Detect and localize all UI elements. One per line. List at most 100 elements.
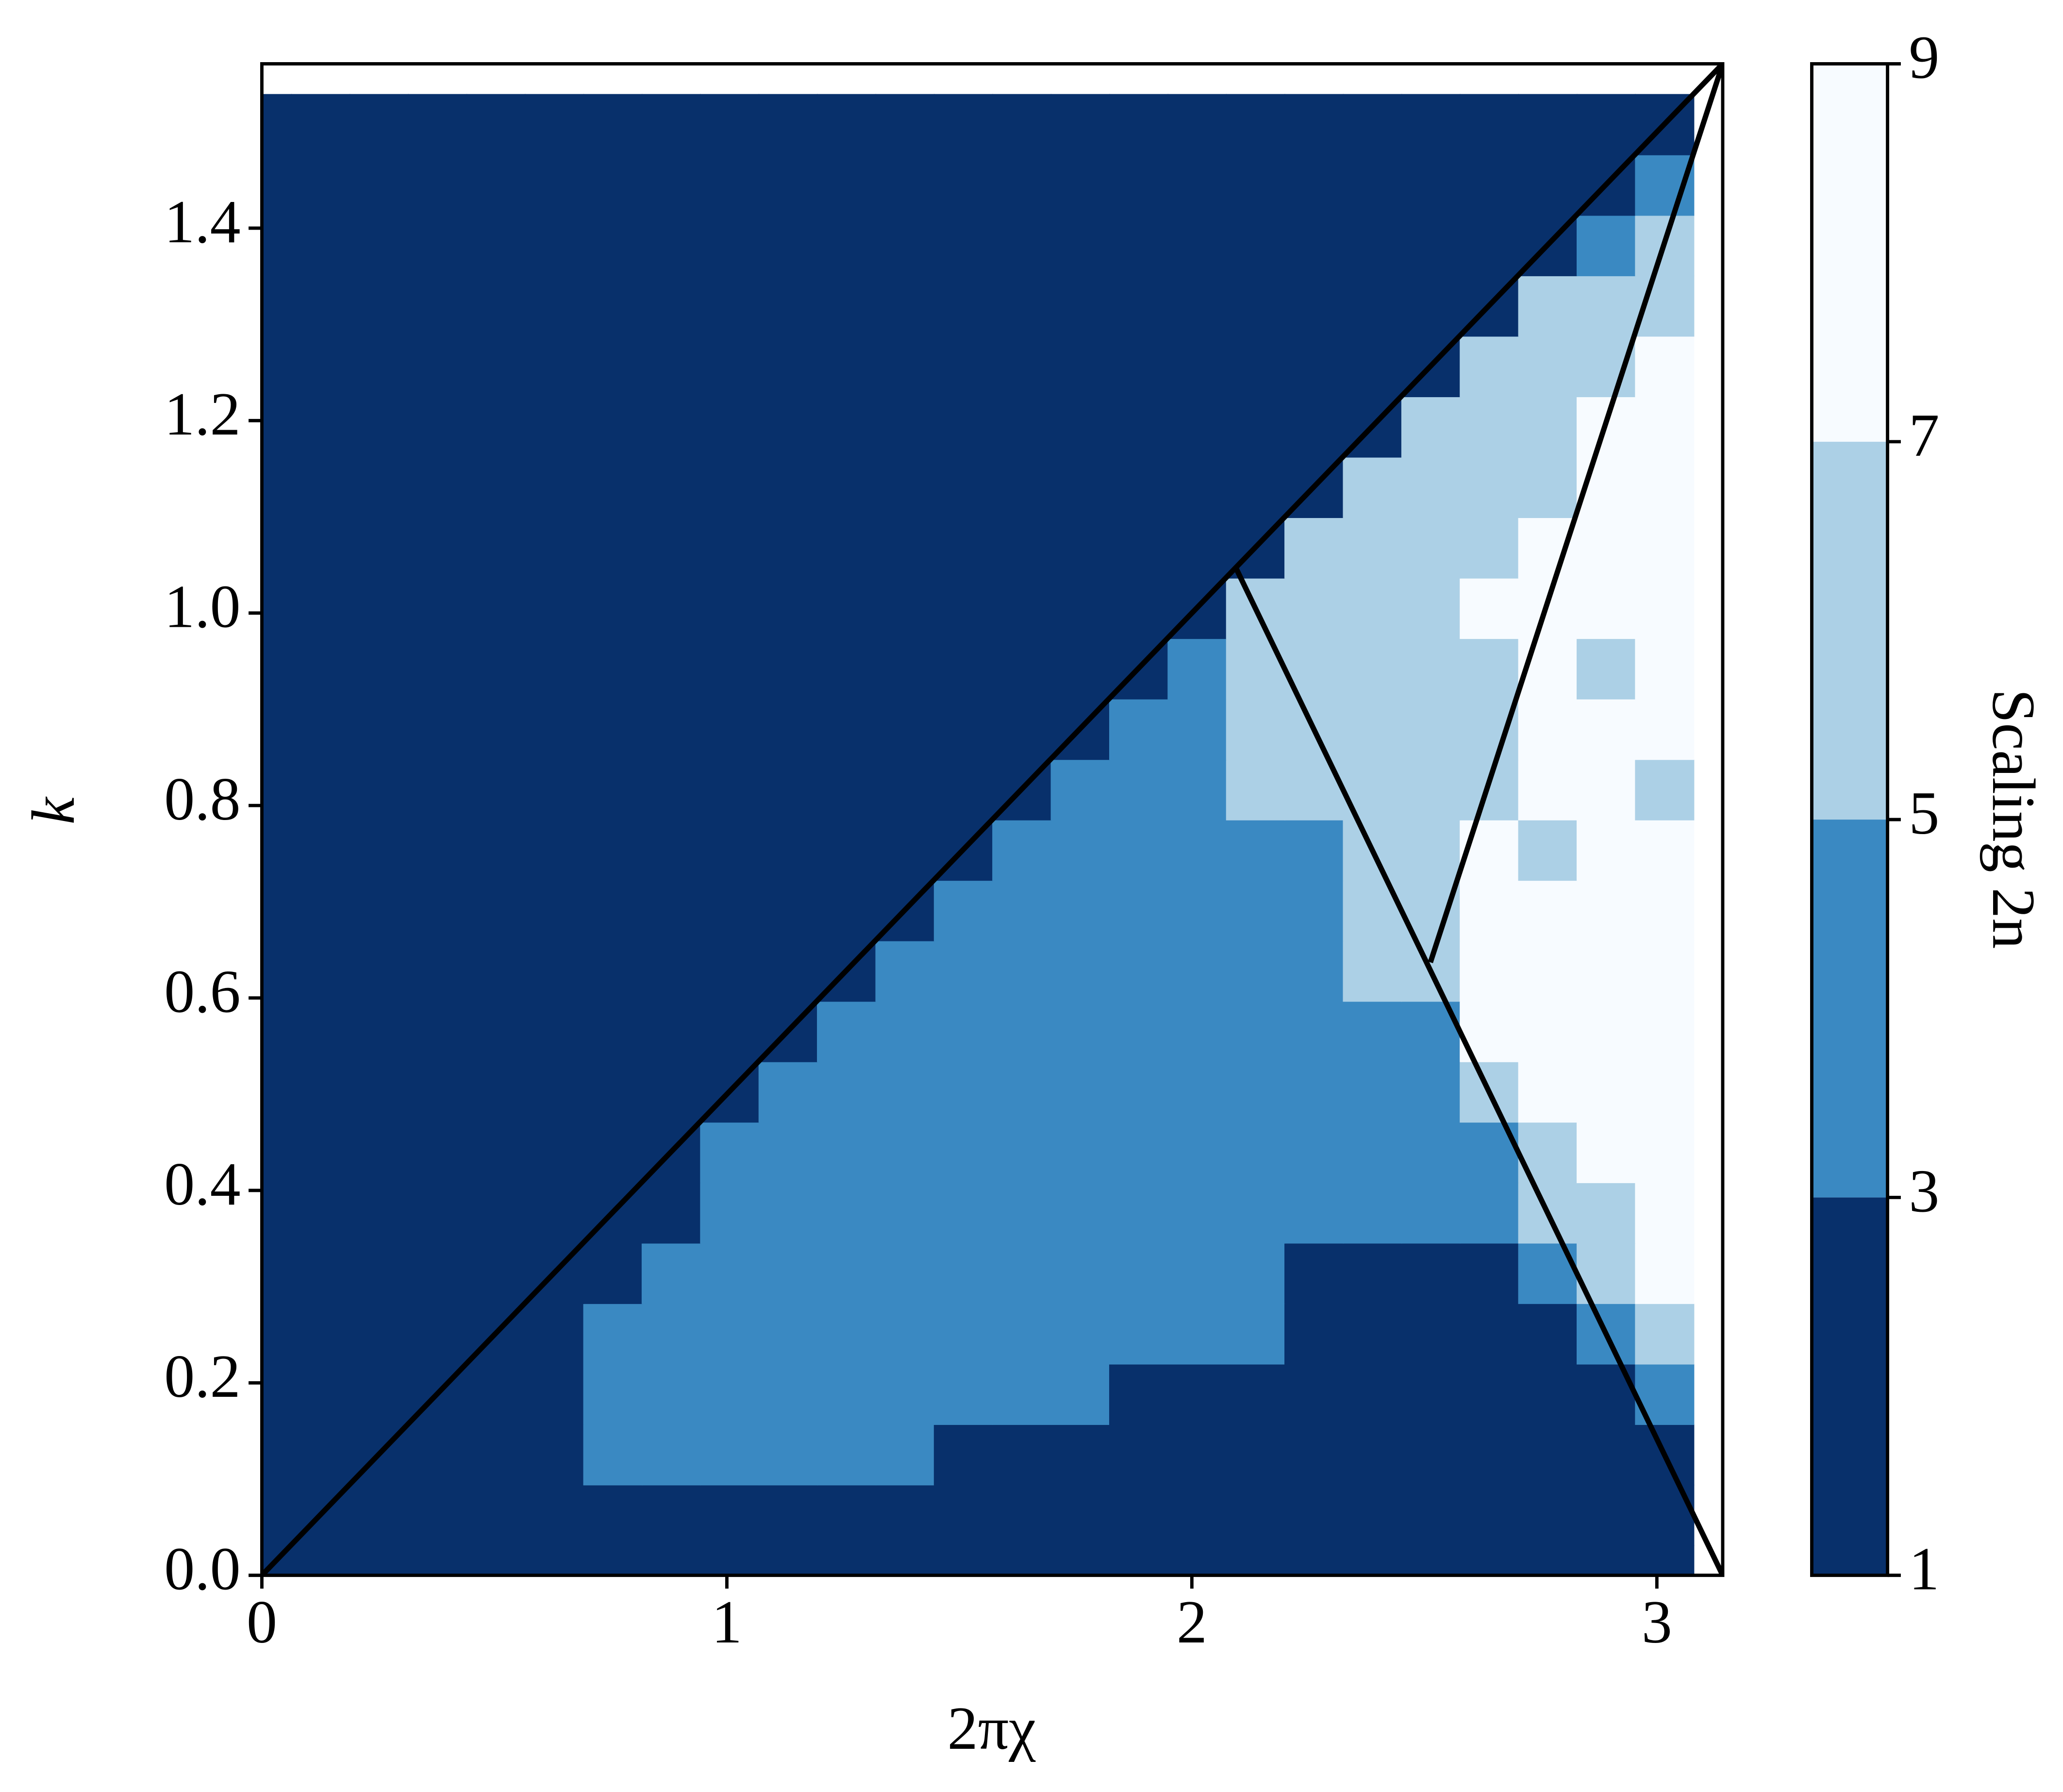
cell (641, 699, 701, 760)
cell (992, 1122, 1052, 1183)
cell (817, 699, 877, 760)
cell (1518, 335, 1578, 398)
cell (817, 820, 877, 881)
cell (700, 396, 760, 458)
cell (583, 396, 643, 458)
cell (1460, 699, 1519, 760)
cell (583, 699, 643, 760)
cell (1460, 335, 1519, 398)
cell (875, 456, 935, 518)
cell (758, 759, 818, 821)
cell (525, 940, 584, 1002)
cell (1401, 1363, 1461, 1425)
cell (1518, 1545, 1578, 1575)
cell (758, 577, 818, 639)
cell (1050, 517, 1110, 579)
cell (525, 1061, 584, 1123)
cell (583, 1001, 643, 1062)
cell (992, 1001, 1052, 1062)
cell (1577, 1122, 1636, 1183)
cell (1050, 154, 1110, 216)
cell (1226, 1242, 1285, 1304)
cell (992, 396, 1052, 458)
cell (1343, 638, 1402, 700)
cell (700, 638, 760, 700)
cell (875, 1242, 935, 1304)
cell (1284, 275, 1344, 337)
cell (700, 94, 760, 155)
cell (758, 215, 818, 276)
cell (641, 1303, 701, 1365)
cell (1284, 396, 1344, 458)
cell (262, 940, 292, 1002)
cell (1050, 94, 1110, 155)
cell (700, 577, 760, 639)
cell (1401, 1545, 1461, 1575)
cell (1635, 577, 1695, 639)
cell (1284, 517, 1344, 579)
cell (525, 1424, 584, 1486)
cell (641, 940, 701, 1002)
cell (1167, 275, 1227, 337)
cell (875, 1061, 935, 1123)
cell (466, 154, 526, 216)
cell (466, 1484, 526, 1546)
cell (641, 1242, 701, 1304)
cell (758, 638, 818, 700)
boundary-line (1428, 64, 1723, 963)
cell (349, 759, 409, 821)
cell (1577, 880, 1636, 941)
cell (1109, 1242, 1169, 1304)
cell (817, 1363, 877, 1425)
cell (1109, 1122, 1169, 1183)
cell (1284, 1545, 1344, 1575)
cell (1109, 517, 1169, 579)
cell (1167, 1242, 1227, 1304)
cell (262, 638, 292, 700)
cell (933, 1122, 993, 1183)
cell (583, 1122, 643, 1183)
cell (1226, 1545, 1285, 1575)
cell (1635, 1303, 1695, 1365)
cell (817, 456, 877, 518)
cell (1226, 1182, 1285, 1244)
cell (1460, 940, 1519, 1002)
cell (1460, 94, 1519, 155)
cell (875, 820, 935, 881)
cell (262, 1061, 292, 1123)
cell (992, 940, 1052, 1002)
cell (1050, 1061, 1110, 1123)
cell (1284, 1122, 1344, 1183)
cell (583, 880, 643, 941)
cell (1226, 154, 1285, 216)
cell (291, 577, 350, 639)
cell (1343, 335, 1402, 398)
cell (349, 154, 409, 216)
cell (466, 940, 526, 1002)
cell (1050, 215, 1110, 276)
cell (466, 275, 526, 337)
cell (1109, 94, 1169, 155)
cell (875, 638, 935, 700)
cell (933, 1061, 993, 1123)
cell (466, 335, 526, 398)
cell (1401, 1061, 1461, 1123)
cell (1635, 638, 1695, 700)
cell (1518, 275, 1578, 337)
cell (875, 759, 935, 821)
cell (1635, 820, 1695, 881)
cell (1460, 1182, 1519, 1244)
cell (700, 1545, 760, 1575)
cell (1518, 517, 1578, 579)
cell (758, 1182, 818, 1244)
boundary-line (1233, 566, 1723, 1575)
cell (933, 94, 993, 155)
cell (1050, 880, 1110, 941)
cell (992, 335, 1052, 398)
cell (262, 1424, 292, 1486)
y-tick-label: 0.0 (164, 1536, 240, 1603)
cell (349, 1484, 409, 1546)
cell (1518, 820, 1578, 881)
cell (1167, 1182, 1227, 1244)
cell (466, 1182, 526, 1244)
